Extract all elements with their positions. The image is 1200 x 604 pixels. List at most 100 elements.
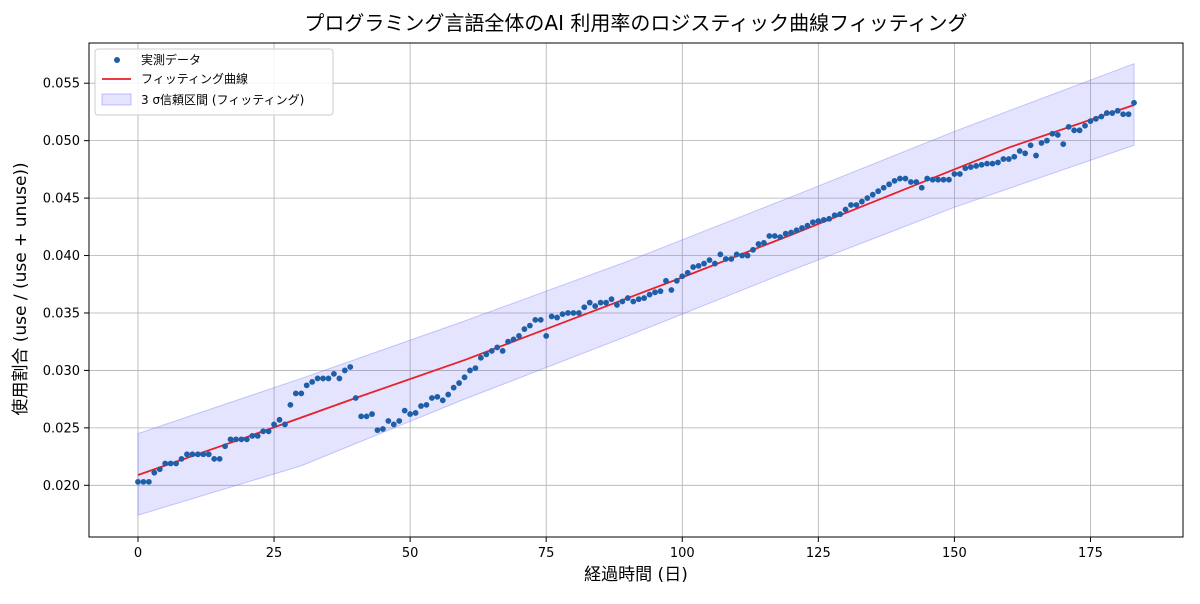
data-point [222,443,228,450]
data-point [407,411,414,417]
data-point [619,298,626,305]
data-point [358,413,365,420]
data-point [1103,110,1110,116]
data-point [396,418,403,424]
data-point [956,171,963,177]
data-point [581,304,588,311]
confidence-band [137,62,1135,516]
data-point [902,175,909,182]
plot-frame [88,42,1184,538]
data-point [570,310,577,316]
data-point [935,176,941,183]
data-point [924,175,931,182]
data-point [499,347,506,354]
data-point [951,171,958,177]
data-point [1027,142,1034,149]
data-point [1082,122,1088,129]
data-point [1005,156,1012,162]
data-point [140,478,147,485]
data-point [831,212,838,219]
data-point [178,455,185,462]
data-point [869,191,876,198]
data-point [287,401,294,408]
data-point [1000,156,1007,162]
data-point [978,161,985,168]
data-point [423,401,430,408]
y-tick-label: 0.035 [43,306,80,321]
data-point [984,160,990,167]
data-point [771,233,778,239]
data-point [733,251,740,258]
data-point [543,333,550,339]
data-point [1016,148,1023,154]
data-point [216,455,223,462]
data-point [1044,137,1050,144]
data-point [864,195,871,201]
data-point [891,177,898,184]
data-point [1049,130,1056,137]
data-point [614,302,620,308]
data-point [907,179,914,185]
data-point [597,299,604,306]
data-point [173,460,179,467]
y-tick-label: 0.050 [43,134,80,149]
data-point [548,313,555,320]
data-point [739,252,746,259]
data-point [238,436,245,443]
data-point [744,252,751,259]
x-tick-label: 0 [134,546,142,561]
data-point [249,433,256,439]
data-point [1098,113,1105,120]
data-point [940,176,947,183]
data-point [842,206,849,213]
data-point [380,426,386,432]
data-point [679,273,686,280]
data-point [989,160,996,167]
data-point [853,202,860,208]
data-point [347,364,354,370]
data-point [1022,150,1029,157]
data-point [428,395,435,401]
data-point [1087,118,1094,125]
data-point [494,344,501,351]
data-point [1038,140,1045,146]
legend-box [94,48,334,116]
data-point [167,460,174,467]
data-point [799,225,805,231]
data-point [657,288,664,295]
data-point [254,433,261,439]
data-point [1011,153,1018,160]
data-point [516,333,522,339]
data-point [1076,127,1083,134]
data-point [298,390,305,397]
data-point [276,416,283,423]
data-point [766,233,773,239]
data-point [967,164,974,170]
y-tick-label: 0.055 [43,77,80,92]
data-point [336,375,343,382]
data-point [565,310,571,316]
data-point [755,241,762,247]
data-point [837,211,844,218]
data-point [701,260,707,267]
data-point [505,338,511,345]
data-point [456,380,463,386]
data-point [1120,111,1127,118]
data-point [227,436,234,443]
plot-area [88,42,1184,538]
x-tick-label: 125 [806,546,831,561]
data-point [1065,123,1072,130]
data-point [412,410,419,416]
data-point [510,336,517,343]
data-point [608,296,615,303]
data-point [630,298,637,305]
data-point [973,163,980,169]
data-point [717,251,724,258]
data-point [684,269,691,276]
data-point [804,222,811,229]
x-tick-label: 50 [402,546,419,561]
data-point [1054,132,1061,138]
data-point [603,299,609,306]
data-point [450,384,457,391]
data-point [712,260,718,267]
